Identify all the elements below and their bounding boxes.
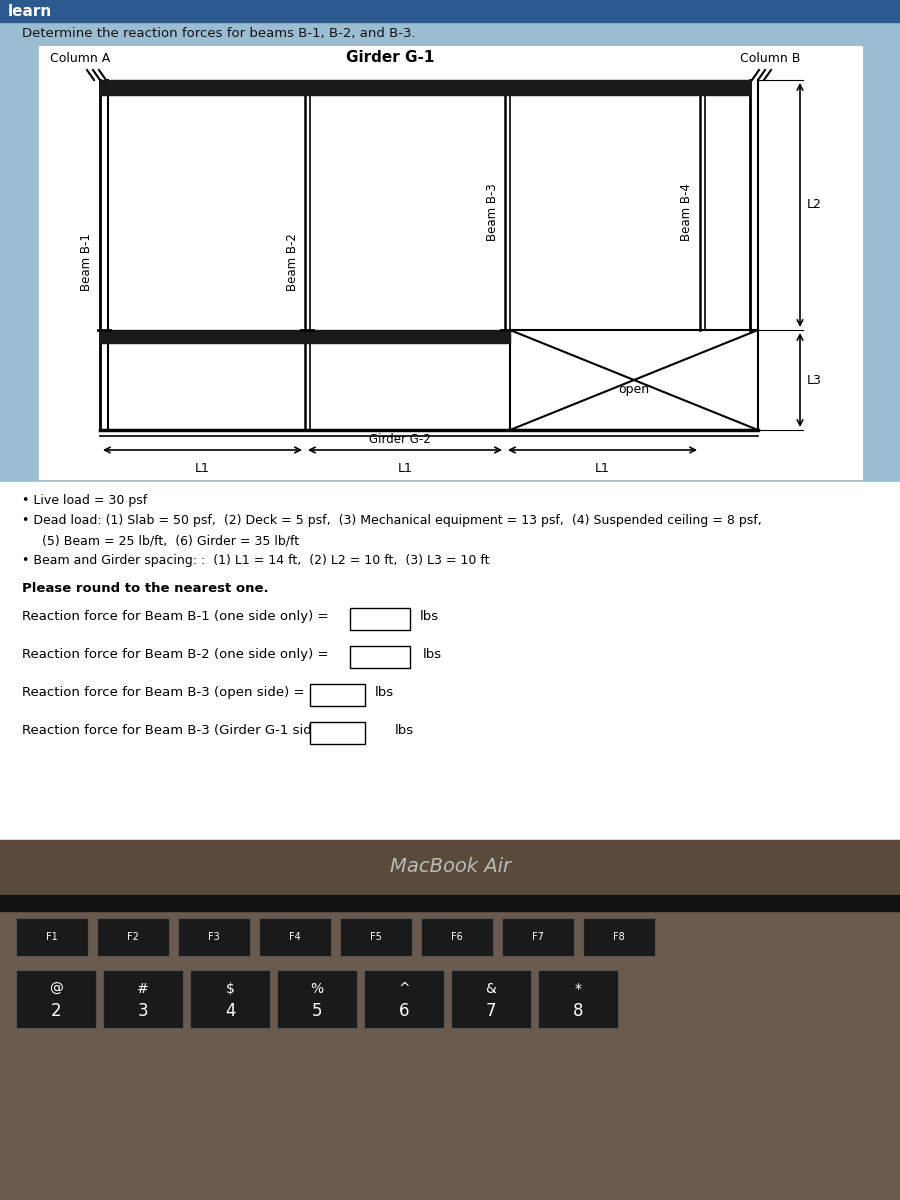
Bar bbox=[0, 0, 900, 840]
Bar bbox=[421, 918, 493, 956]
Text: L1: L1 bbox=[595, 462, 610, 475]
Text: Beam B-2: Beam B-2 bbox=[285, 234, 299, 292]
Text: 7: 7 bbox=[486, 1002, 496, 1020]
Bar bbox=[502, 918, 574, 956]
Text: Beam B-4: Beam B-4 bbox=[680, 184, 694, 241]
Bar bbox=[310, 684, 365, 706]
Text: • Live load = 30 psf: • Live load = 30 psf bbox=[22, 494, 148, 506]
Text: L3: L3 bbox=[807, 373, 822, 386]
Text: F7: F7 bbox=[532, 932, 544, 942]
Text: F1: F1 bbox=[46, 932, 58, 942]
Text: 8: 8 bbox=[572, 1002, 583, 1020]
Text: F3: F3 bbox=[208, 932, 220, 942]
Text: Column A: Column A bbox=[50, 52, 110, 65]
Text: Beam B-3: Beam B-3 bbox=[485, 184, 499, 241]
Bar bbox=[0, 895, 900, 911]
Bar bbox=[16, 970, 96, 1028]
Text: Reaction force for Beam B-1 (one side only) =: Reaction force for Beam B-1 (one side on… bbox=[22, 610, 328, 623]
Text: (5) Beam = 25 lb/ft,  (6) Girder = 35 lb/ft: (5) Beam = 25 lb/ft, (6) Girder = 35 lb/… bbox=[22, 534, 299, 547]
Text: 5: 5 bbox=[311, 1002, 322, 1020]
Text: Column B: Column B bbox=[740, 52, 800, 65]
Bar bbox=[277, 970, 357, 1028]
Text: ^: ^ bbox=[398, 982, 410, 996]
Text: lbs: lbs bbox=[375, 686, 394, 698]
Text: • Beam and Girder spacing: :  (1) L1 = 14 ft,  (2) L2 = 10 ft,  (3) L3 = 10 ft: • Beam and Girder spacing: : (1) L1 = 14… bbox=[22, 554, 490, 566]
Text: L1: L1 bbox=[398, 462, 412, 475]
Text: &: & bbox=[486, 982, 497, 996]
Text: Reaction force for Beam B-3 (Girder G-1 side) =: Reaction force for Beam B-3 (Girder G-1 … bbox=[22, 724, 340, 737]
Text: Determine the reaction forces for beams B-1, B-2, and B-3.: Determine the reaction forces for beams … bbox=[22, 28, 416, 41]
Bar bbox=[16, 918, 88, 956]
Text: 6: 6 bbox=[399, 1002, 410, 1020]
Text: lbs: lbs bbox=[423, 648, 442, 661]
Bar bbox=[0, 482, 900, 840]
Text: L1: L1 bbox=[195, 462, 210, 475]
Text: Girder G-1: Girder G-1 bbox=[346, 50, 434, 66]
Bar bbox=[38, 44, 863, 480]
Text: F8: F8 bbox=[613, 932, 625, 942]
Bar bbox=[100, 330, 510, 343]
Text: #: # bbox=[137, 982, 148, 996]
Text: $: $ bbox=[226, 982, 234, 996]
Bar bbox=[100, 80, 750, 95]
Bar bbox=[350, 608, 410, 630]
Text: Reaction force for Beam B-2 (one side only) =: Reaction force for Beam B-2 (one side on… bbox=[22, 648, 328, 661]
Bar bbox=[340, 918, 412, 956]
Text: 3: 3 bbox=[138, 1002, 148, 1020]
Bar bbox=[350, 646, 410, 668]
Text: learn: learn bbox=[8, 4, 52, 18]
Text: lbs: lbs bbox=[395, 724, 414, 737]
Text: F4: F4 bbox=[289, 932, 301, 942]
Bar bbox=[364, 970, 444, 1028]
Text: F2: F2 bbox=[127, 932, 139, 942]
Text: MacBook Air: MacBook Air bbox=[390, 858, 510, 876]
Bar bbox=[103, 970, 183, 1028]
Text: Beam B-1: Beam B-1 bbox=[79, 234, 93, 292]
Text: Girder G-2: Girder G-2 bbox=[369, 433, 431, 446]
Text: %: % bbox=[310, 982, 324, 996]
Text: Reaction force for Beam B-3 (open side) =: Reaction force for Beam B-3 (open side) … bbox=[22, 686, 304, 698]
Bar bbox=[97, 918, 169, 956]
Text: @: @ bbox=[50, 982, 63, 996]
Bar bbox=[310, 722, 365, 744]
Bar bbox=[538, 970, 618, 1028]
Bar bbox=[451, 970, 531, 1028]
Text: open: open bbox=[618, 384, 650, 396]
Bar bbox=[0, 895, 900, 1200]
Text: 4: 4 bbox=[225, 1002, 235, 1020]
Bar bbox=[583, 918, 655, 956]
Text: *: * bbox=[574, 982, 581, 996]
Text: F5: F5 bbox=[370, 932, 382, 942]
Text: Please round to the nearest one.: Please round to the nearest one. bbox=[22, 582, 268, 595]
Bar bbox=[190, 970, 270, 1028]
Bar bbox=[178, 918, 250, 956]
Text: 2: 2 bbox=[50, 1002, 61, 1020]
Text: lbs: lbs bbox=[420, 610, 439, 623]
Text: • Dead load: (1) Slab = 50 psf,  (2) Deck = 5 psf,  (3) Mechanical equipment = 1: • Dead load: (1) Slab = 50 psf, (2) Deck… bbox=[22, 514, 761, 527]
Bar bbox=[259, 918, 331, 956]
Bar bbox=[0, 0, 900, 22]
Bar bbox=[0, 840, 900, 895]
Text: F6: F6 bbox=[451, 932, 463, 942]
Text: L2: L2 bbox=[807, 198, 822, 211]
